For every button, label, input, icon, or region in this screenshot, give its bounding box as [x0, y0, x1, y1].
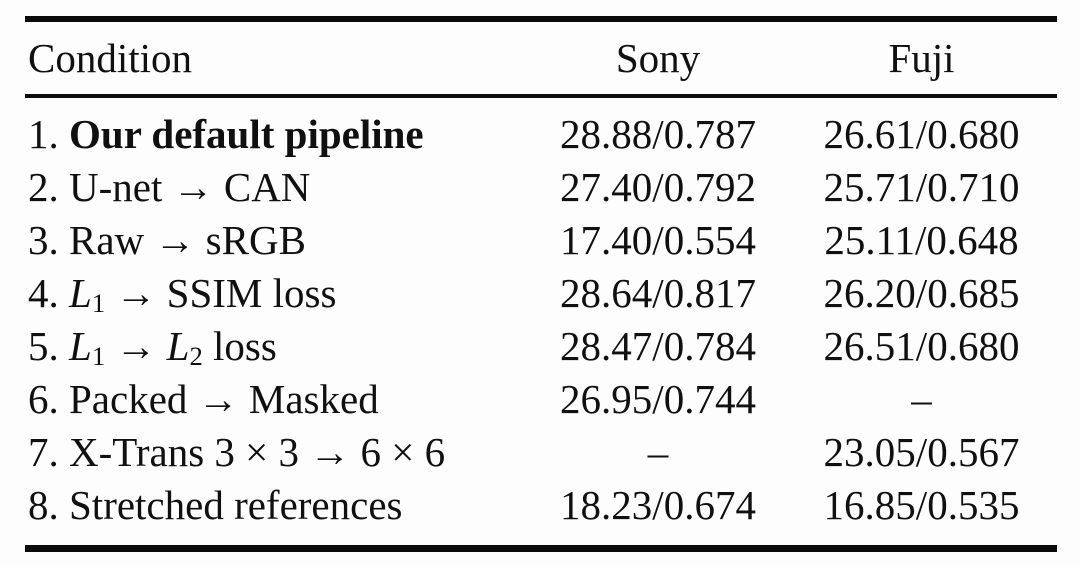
- table-top-rule: [25, 16, 1057, 22]
- condition-text-segment: 7. X-Trans 3 × 3 → 6 × 6: [28, 429, 446, 475]
- table-row: 2. U-net → CAN 27.40/0.792 25.71/0.710: [25, 161, 1057, 214]
- condition-cell: 4. L1 → SSIM loss: [25, 270, 530, 317]
- condition-text-segment: L: [166, 323, 190, 369]
- condition-text-segment: 1: [91, 340, 106, 371]
- sony-value-cell: 28.88/0.787: [560, 111, 756, 157]
- condition-text-segment: loss: [202, 323, 277, 369]
- condition-text-segment: L: [69, 323, 92, 369]
- fuji-value-cell: 23.05/0.567: [823, 429, 1020, 475]
- table-body: 1. Our default pipeline 28.88/0.787 26.61/…: [25, 99, 1057, 532]
- fuji-value-cell: 25.11/0.648: [824, 217, 1019, 263]
- sony-value-cell: 28.64/0.817: [560, 270, 756, 316]
- sony-value-cell: 17.40/0.554: [560, 217, 756, 263]
- condition-text-segment: 5.: [28, 323, 69, 369]
- column-header-sony: Sony: [615, 34, 701, 81]
- condition-text-segment: Our default pipeline: [69, 111, 424, 157]
- sony-value-cell: 27.40/0.792: [560, 164, 756, 210]
- condition-cell: 1. Our default pipeline: [25, 114, 530, 155]
- fuji-value-cell: 26.20/0.685: [823, 270, 1020, 316]
- sony-value-cell: –: [647, 429, 669, 475]
- table-row: 4. L1 → SSIM loss 28.64/0.817 26.20/0.685: [25, 267, 1057, 320]
- fuji-value-cell: 25.71/0.710: [823, 164, 1020, 210]
- condition-cell: 7. X-Trans 3 × 3 → 6 × 6: [25, 432, 530, 473]
- fuji-value-cell: –: [911, 376, 932, 422]
- table-row: 1. Our default pipeline 28.88/0.787 26.61/…: [25, 108, 1057, 161]
- fuji-value-cell: 16.85/0.535: [823, 482, 1020, 528]
- sony-value-cell: 18.23/0.674: [560, 482, 756, 528]
- sony-value-cell: 28.47/0.784: [560, 323, 756, 369]
- table-bottom-rule: [25, 545, 1057, 552]
- table-row: 8. Stretched references 18.23/0.674 16.85/…: [25, 479, 1057, 532]
- fuji-value-cell: 26.51/0.680: [823, 323, 1020, 369]
- condition-text-segment: 1.: [28, 111, 69, 157]
- condition-text-segment: L: [69, 270, 92, 316]
- condition-text-segment: 8. Stretched references: [28, 482, 403, 528]
- table-header-rule: [25, 94, 1057, 98]
- condition-cell: 8. Stretched references: [25, 485, 530, 526]
- condition-cell: 6. Packed → Masked: [25, 379, 530, 420]
- column-header-condition: Condition: [28, 34, 193, 81]
- condition-text-segment: 1: [91, 287, 106, 318]
- table-header-row: Condition Sony Fuji: [25, 22, 1057, 94]
- table-row: 6. Packed → Masked 26.95/0.744 –: [25, 373, 1057, 426]
- table-row: 3. Raw → sRGB 17.40/0.554 25.11/0.648: [25, 214, 1057, 267]
- condition-cell: 2. U-net → CAN: [25, 167, 530, 208]
- table-row: 7. X-Trans 3 × 3 → 6 × 6 – 23.05/0.567: [25, 426, 1057, 479]
- condition-text-segment: → SSIM loss: [105, 270, 337, 316]
- column-header-fuji: Fuji: [888, 34, 955, 81]
- sony-value-cell: 26.95/0.744: [560, 376, 756, 422]
- table-row: 5. L1 → L2 loss 28.47/0.784 26.51/0.680: [25, 320, 1057, 373]
- condition-cell: 5. L1 → L2 loss: [25, 323, 530, 370]
- condition-text-segment: 4.: [28, 270, 69, 316]
- condition-text-segment: →: [105, 323, 167, 369]
- condition-text-segment: 2: [189, 340, 203, 371]
- condition-cell: 3. Raw → sRGB: [25, 220, 530, 261]
- fuji-value-cell: 26.61/0.680: [823, 111, 1020, 157]
- condition-text-segment: 2. U-net → CAN: [28, 164, 311, 210]
- condition-text-segment: 3. Raw → sRGB: [28, 217, 306, 263]
- condition-text-segment: 6. Packed → Masked: [28, 376, 379, 422]
